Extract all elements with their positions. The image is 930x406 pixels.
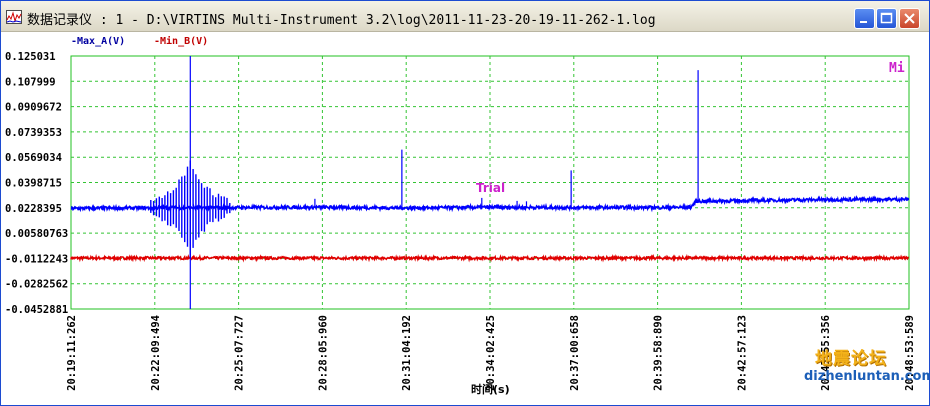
minimize-button[interactable]: [854, 8, 875, 29]
logger-icon[interactable]: [6, 9, 22, 24]
y-tick-label: 0.107999: [5, 76, 56, 88]
plot-area: 0.125031 0.107999 0.0909672 0.0739353 0.0569…: [1, 32, 929, 405]
minimize-icon: [860, 21, 867, 23]
x-tick-label: 20:31:04:192: [401, 315, 413, 391]
x-tick-label: 20:45:55:356: [820, 315, 832, 391]
legend-max-a[interactable]: -Max_A(V): [71, 36, 125, 47]
y-tick-label: 0.0569034: [5, 152, 62, 164]
x-tick-label: 20:48:53:589: [904, 315, 916, 391]
y-tick-label: -0.0112243: [5, 253, 68, 265]
x-tick-label: 20:22:09:494: [150, 315, 162, 391]
title-bar[interactable]: 数据记录仪 : 1 - D:\VIRTINS Multi-Instrument …: [1, 1, 929, 32]
x-tick-label: 20:39:58:890: [653, 315, 665, 391]
maximize-button[interactable]: [876, 8, 897, 29]
x-tick-label: 20:19:11:262: [66, 315, 78, 391]
y-tick-label: -0.0282562: [5, 279, 68, 291]
x-tick-label: 20:42:57:123: [736, 315, 748, 391]
trial-annotation: Trial: [476, 181, 505, 195]
y-tick-label: 0.0739353: [5, 127, 62, 139]
event-burst: [150, 160, 231, 258]
y-tick-label: 0.0909672: [5, 102, 62, 114]
x-tick-label: 20:25:07:727: [234, 315, 246, 391]
corner-label: Mi: [889, 61, 905, 76]
window-title: 数据记录仪 : 1 - D:\VIRTINS Multi-Instrument …: [27, 13, 656, 28]
x-tick-label: 20:37:00:658: [569, 315, 581, 391]
y-tick-label: 0.0398715: [5, 178, 62, 190]
watermark-brand: 地震论坛: [815, 349, 887, 369]
y-tick-label: 0.0228395: [5, 203, 62, 215]
y-tick-label: 0.00580763: [5, 228, 68, 240]
x-axis-label: 时间(s): [471, 382, 510, 396]
x-tick-label: 20:28:05:960: [317, 315, 329, 391]
series-line-min-b: [70, 253, 910, 263]
close-icon: [904, 13, 915, 24]
x-tick-label: 20:34:02:425: [485, 315, 497, 391]
close-button[interactable]: [899, 8, 920, 29]
y-tick-label: 0.125031: [5, 51, 56, 63]
y-tick-label: -0.0452881: [5, 304, 68, 316]
legend-min-b[interactable]: -Min_B(V): [154, 35, 208, 47]
chart-canvas: 0.125031 0.107999 0.0909672 0.0739353 0.0569…: [5, 35, 916, 396]
maximize-icon: [880, 12, 893, 24]
watermark-url: dizhenluntan.com: [804, 369, 930, 384]
